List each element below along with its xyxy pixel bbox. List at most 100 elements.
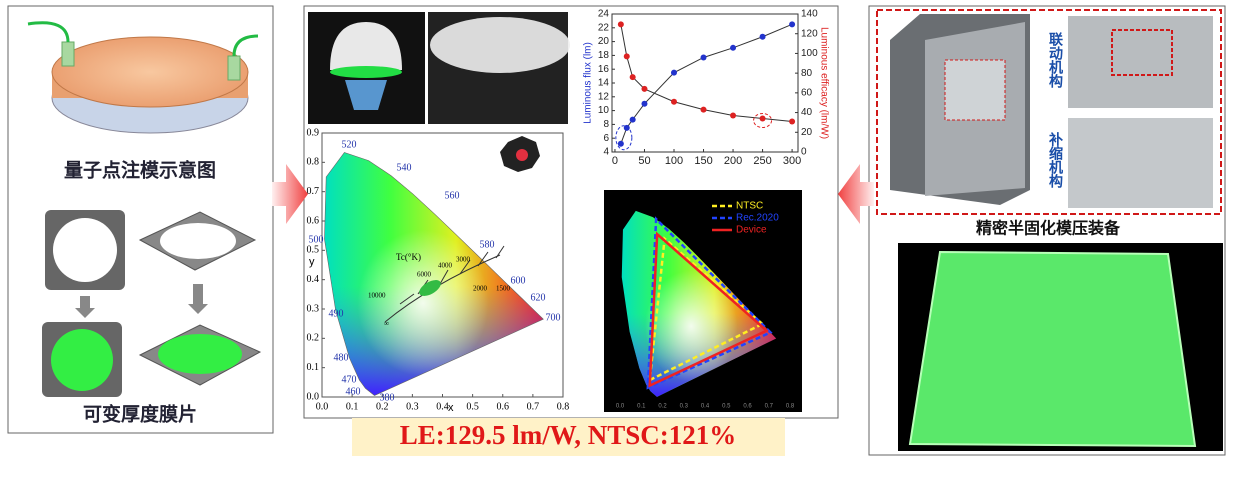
caption: 可变厚度膜片 xyxy=(83,403,197,426)
y-tick-label: 0.0 xyxy=(307,391,320,402)
legend-label: Device xyxy=(736,225,767,236)
point xyxy=(700,54,707,61)
x-axis-label: x xyxy=(448,402,454,414)
x-tick-label: 0.3 xyxy=(680,404,689,410)
y-tick-label: 10 xyxy=(598,105,610,116)
y2-tick-label: 100 xyxy=(801,48,818,59)
point xyxy=(671,98,677,105)
device-points xyxy=(419,280,441,296)
y2-tick-label: 120 xyxy=(801,28,818,39)
x-tick-label: 0.7 xyxy=(765,404,774,410)
wavelength-label: 560 xyxy=(445,190,460,201)
wavelength-label: 700 xyxy=(546,312,561,323)
led-base xyxy=(345,80,387,110)
led-chip-core xyxy=(516,149,528,161)
point xyxy=(700,106,707,113)
wavelength-label: 580 xyxy=(480,239,495,250)
x-tick-label: 0.1 xyxy=(637,404,646,410)
led-glow xyxy=(330,66,402,78)
y-tick-label: 18 xyxy=(598,50,610,61)
y-tick-label: 20 xyxy=(598,36,610,47)
y2-tick-label: 80 xyxy=(801,68,813,79)
film-glow xyxy=(430,17,570,73)
cct-label: 6000 xyxy=(417,271,432,279)
point xyxy=(623,124,630,131)
cct-title: Tc(°K) xyxy=(396,252,421,262)
wavelength-label: 620 xyxy=(531,292,546,303)
callout xyxy=(753,112,773,128)
mechanism-label: 补缩机构 xyxy=(1047,131,1064,189)
down-arrow xyxy=(188,284,208,314)
wavelength-label: 490 xyxy=(329,308,344,319)
point xyxy=(617,140,624,147)
x-tick-label: 100 xyxy=(665,155,683,167)
mold-top xyxy=(51,36,249,108)
y-tick-label: 0.3 xyxy=(307,303,320,314)
wavelength-label: 460 xyxy=(346,386,361,397)
x-tick-label: 300 xyxy=(783,155,801,167)
x-tick-label: 0.1 xyxy=(346,401,359,412)
mechanism-label: 联动机构 xyxy=(1047,32,1063,89)
cct-label: 4000 xyxy=(438,262,453,270)
x-tick-label: 150 xyxy=(694,155,712,167)
detail-1 xyxy=(1068,16,1213,108)
y-tick-label: 0.8 xyxy=(307,157,320,168)
film-qd xyxy=(51,329,113,391)
y-tick-label: 0.1 xyxy=(307,362,320,373)
x-tick-label: 0.4 xyxy=(701,404,710,410)
y-tick-label: 8 xyxy=(603,119,609,130)
y2-tick-label: 20 xyxy=(801,127,813,138)
y-tick-label: 22 xyxy=(598,22,610,33)
y-tick-label: 0.2 xyxy=(307,333,320,344)
point xyxy=(671,69,677,76)
x-tick-label: 0.6 xyxy=(743,404,752,410)
y-tick-label: 0.9 xyxy=(307,127,320,138)
cct-label: 1500 xyxy=(496,285,511,293)
wavelength-label: 470 xyxy=(342,374,357,385)
caption: 量子点注模示意图 xyxy=(64,159,216,182)
point xyxy=(730,112,737,119)
x-tick-label: 0.5 xyxy=(722,404,731,410)
point xyxy=(789,21,796,28)
detail-1-box xyxy=(1111,29,1173,76)
y2-axis-label: Luminous efficacy (lm/W) xyxy=(818,27,829,139)
cct-label: 10000 xyxy=(368,292,386,300)
cie-edge xyxy=(324,152,544,396)
point xyxy=(629,116,636,123)
banner-bg xyxy=(352,418,785,456)
y-tick-label: 16 xyxy=(598,64,610,75)
y-tick-label: 14 xyxy=(598,78,610,89)
x-tick-label: 0.7 xyxy=(527,401,540,412)
wavelength-label: 540 xyxy=(397,162,412,173)
point xyxy=(629,74,636,81)
wavelength-label: 600 xyxy=(511,275,526,286)
y-tick-label: 0.4 xyxy=(307,274,320,285)
x-tick-label: 0.8 xyxy=(557,401,570,412)
banner-text: LE:129.5 lm/W, NTSC:121% xyxy=(400,420,737,450)
wavelength-label: 520 xyxy=(342,139,357,150)
y-tick-label: 24 xyxy=(598,9,610,20)
y2-tick-label: 0 xyxy=(801,147,807,158)
x-tick-label: 0.5 xyxy=(466,401,479,412)
arrow xyxy=(272,164,308,224)
callout xyxy=(615,125,633,151)
down-arrow xyxy=(75,296,95,318)
x-tick-label: 0.4 xyxy=(436,401,449,412)
film-qd xyxy=(158,334,242,374)
flow-in xyxy=(27,21,70,43)
film-hole xyxy=(160,223,236,259)
wavelength-label: 480 xyxy=(334,352,349,363)
point xyxy=(623,53,630,60)
y-tick-label: 0.5 xyxy=(307,245,320,256)
x-tick-label: 0.6 xyxy=(497,401,510,412)
point xyxy=(789,118,796,125)
x-tick-label: 0.0 xyxy=(616,404,625,410)
y2-tick-label: 60 xyxy=(801,87,813,98)
point xyxy=(617,21,624,28)
y-tick-label: 4 xyxy=(603,147,609,158)
x-tick-label: 200 xyxy=(724,155,742,167)
equipment-box xyxy=(876,9,1222,215)
cie-locus xyxy=(324,152,544,396)
arrow xyxy=(838,164,874,224)
